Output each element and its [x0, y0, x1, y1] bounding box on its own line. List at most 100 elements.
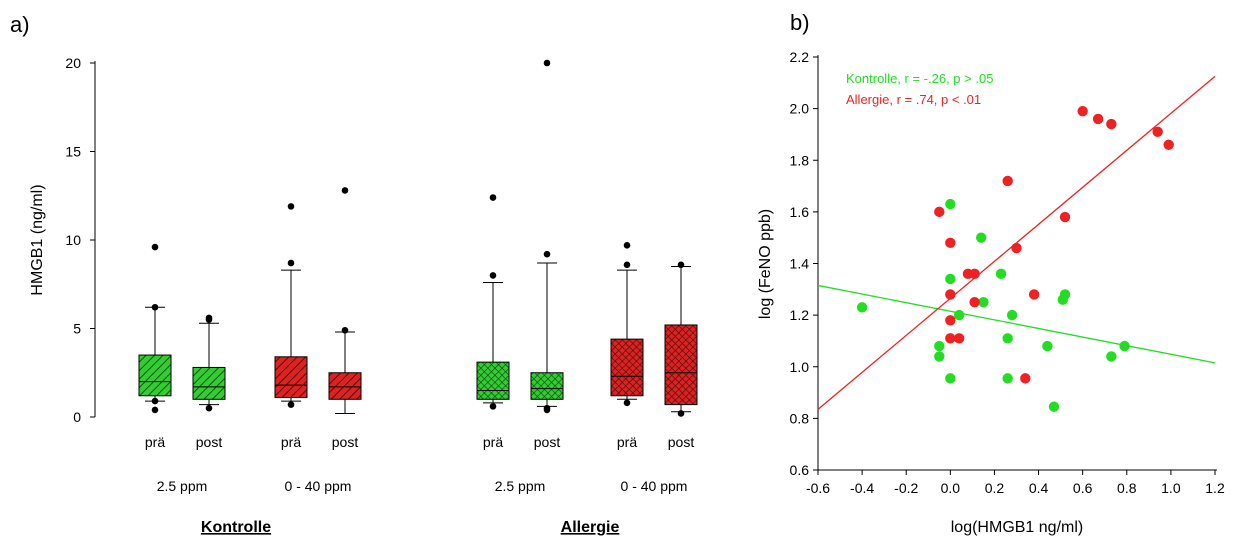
- regression-line-kontrolle: [817, 284, 1216, 364]
- dose-label: 0 - 40 ppm: [285, 478, 352, 494]
- outlier-point: [489, 194, 497, 201]
- scatter-panel: 0.6 0.8 1.0 1.2 1.4 1.6 1.8 2.0 2.2 -0.6 -0.4 -0.2 0…: [790, 49, 1225, 496]
- y-tick-label: 2.0: [790, 101, 810, 117]
- outlier-point: [489, 403, 497, 410]
- point-allergie: [1020, 373, 1031, 384]
- y-tick-label: 0.8: [790, 410, 810, 426]
- point-allergie: [1002, 175, 1013, 187]
- panel-b-y-axis-label: log (FeNO ppb): [757, 209, 774, 319]
- outlier-point: [287, 401, 295, 408]
- dose-label: 2.5 ppm: [495, 478, 546, 494]
- outlier-point: [287, 203, 295, 210]
- point-kontrolle: [856, 302, 868, 313]
- group-label-allergie: Allergie: [561, 519, 620, 536]
- y-tick-label: 2.2: [790, 49, 810, 65]
- box-allergie-7: [664, 324, 698, 406]
- y-tick-label: 15: [65, 144, 81, 160]
- outlier-point: [623, 399, 631, 407]
- outlier-point: [151, 303, 159, 311]
- outlier-point: [205, 314, 213, 322]
- point-allergie: [969, 268, 980, 280]
- outlier-point: [287, 259, 295, 267]
- point-allergie: [945, 289, 956, 300]
- x-tick-label: prä: [145, 434, 165, 450]
- point-kontrolle: [976, 232, 987, 243]
- point-kontrolle: [945, 198, 956, 210]
- outlier-point: [623, 242, 631, 249]
- panel-a-y-axis-label: HMGB1 (ng/ml): [29, 184, 46, 295]
- point-allergie: [934, 206, 945, 218]
- box-kontrolle-1: [192, 366, 226, 400]
- panel-b-x-axis-label: log(HMGB1 ng/ml): [951, 519, 1083, 536]
- x-tick-label: 1.0: [1161, 480, 1181, 496]
- outlier-point: [341, 326, 349, 334]
- x-tick-label: post: [534, 434, 561, 450]
- outlier-point: [677, 261, 685, 269]
- panel-b-label: b): [790, 10, 810, 35]
- outlier-point: [205, 404, 213, 412]
- box-allergie-6: [610, 338, 644, 397]
- x-tick-label: 0.4: [1029, 480, 1049, 496]
- outlier-point: [341, 187, 349, 194]
- outlier-point: [489, 272, 497, 279]
- x-tick-label: prä: [483, 434, 503, 450]
- x-tick-label: -0.6: [806, 480, 830, 496]
- x-tick-label: 0.8: [1117, 480, 1137, 496]
- outlier-point: [151, 406, 159, 414]
- point-kontrolle: [953, 309, 965, 321]
- outlier-point: [677, 410, 685, 417]
- box-kontrolle-2: [274, 356, 308, 399]
- point-kontrolle: [1042, 340, 1053, 352]
- point-allergie: [945, 333, 956, 344]
- point-kontrolle: [934, 340, 945, 352]
- y-tick-label: 1.6: [790, 204, 810, 220]
- point-allergie: [945, 315, 956, 326]
- x-tick-label: 0.0: [941, 480, 961, 496]
- point-kontrolle: [978, 297, 989, 308]
- point-kontrolle: [995, 268, 1007, 280]
- point-kontrolle: [1059, 289, 1071, 300]
- x-tick-label: -0.2: [894, 480, 918, 496]
- point-allergie: [1059, 211, 1071, 223]
- point-kontrolle: [1002, 373, 1013, 384]
- point-kontrolle: [1006, 309, 1018, 321]
- box-kontrolle-3: [328, 372, 362, 400]
- outlier-point: [151, 397, 159, 405]
- panel-a-label: a): [10, 12, 30, 37]
- point-allergie: [953, 333, 965, 344]
- outlier-point: [623, 261, 631, 269]
- point-kontrolle: [1048, 401, 1060, 412]
- x-tick-label: post: [332, 434, 359, 450]
- point-kontrolle: [945, 373, 956, 384]
- dose-label: 0 - 40 ppm: [621, 478, 688, 494]
- point-allergie: [1028, 289, 1040, 300]
- box-allergie-4: [476, 361, 510, 400]
- point-allergie: [1092, 113, 1104, 125]
- point-allergie: [1152, 126, 1163, 138]
- x-tick-label: post: [668, 434, 695, 450]
- point-kontrolle: [1002, 333, 1013, 344]
- point-allergie: [969, 297, 980, 308]
- x-tick-label: 1.2: [1205, 480, 1225, 496]
- outlier-point: [151, 243, 159, 251]
- x-tick-label: prä: [617, 434, 637, 450]
- x-tick-label: prä: [281, 434, 301, 450]
- point-allergie: [945, 237, 956, 249]
- y-tick-label: 1.0: [790, 359, 810, 375]
- point-allergie: [1163, 139, 1174, 150]
- point-kontrolle: [1119, 340, 1130, 352]
- box-allergie-5: [530, 372, 564, 400]
- x-tick-label: 0.6: [1073, 480, 1093, 496]
- outlier-point: [543, 59, 551, 67]
- x-tick-label: post: [196, 434, 223, 450]
- point-allergie: [1077, 106, 1088, 117]
- point-allergie: [1106, 118, 1117, 130]
- group-label-kontrolle: Kontrolle: [201, 519, 271, 536]
- y-tick-label: 1.8: [790, 152, 810, 168]
- point-kontrolle: [934, 351, 945, 362]
- y-tick-label: 1.2: [790, 307, 810, 323]
- y-tick-label: 0.6: [790, 462, 810, 478]
- x-tick-label: 0.2: [985, 480, 1005, 496]
- outlier-point: [543, 404, 551, 412]
